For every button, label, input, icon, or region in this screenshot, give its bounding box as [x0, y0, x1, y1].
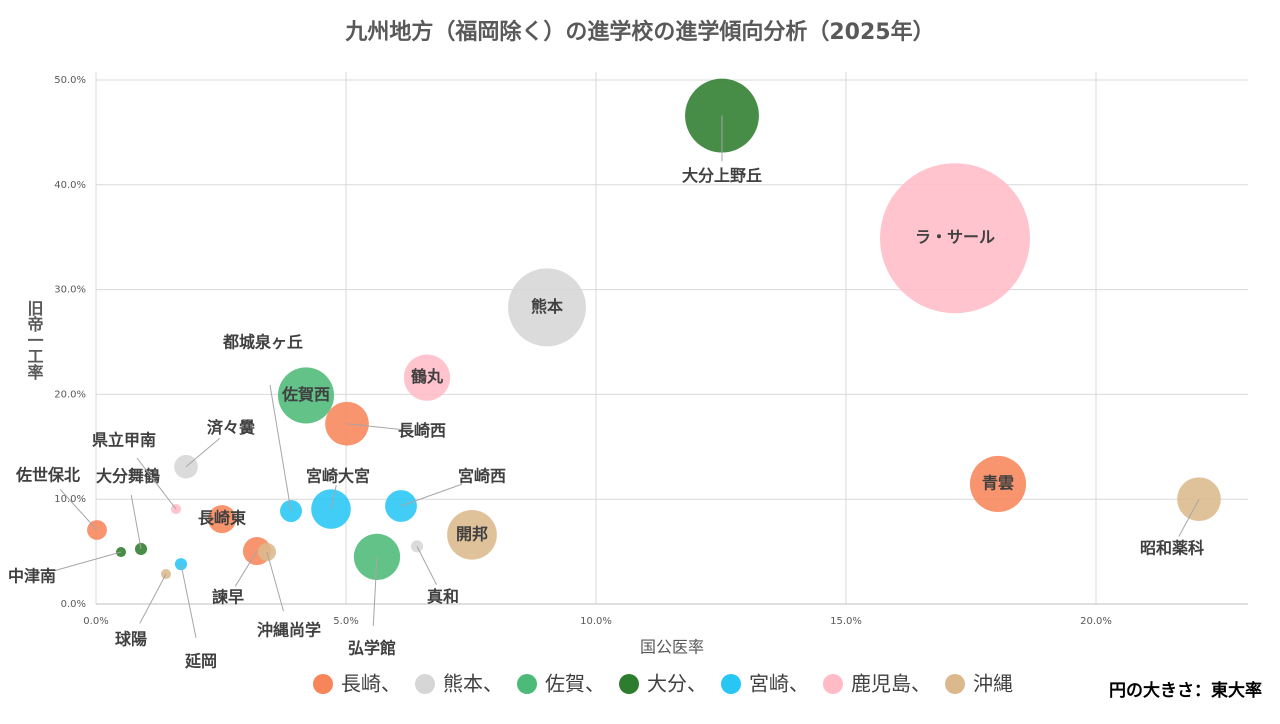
y-tick-label: 50.0% [54, 75, 86, 86]
bubble [277, 367, 335, 424]
y-tick-label: 30.0% [54, 285, 86, 296]
legend-label: 熊本、 [443, 672, 503, 696]
y-tick-label: 40.0% [54, 180, 86, 191]
data-label: 大分上野丘 [682, 166, 762, 185]
legend-swatch [823, 674, 843, 694]
data-label: 鶴丸 [411, 367, 444, 386]
data-label: 青雲 [982, 473, 1014, 492]
leader-line [330, 484, 337, 510]
data-label: 中津南 [8, 567, 56, 586]
data-label: ラ・サール [915, 228, 995, 247]
bubble [880, 163, 1030, 314]
bubble [403, 354, 451, 401]
data-label: 済々黌 [207, 418, 255, 437]
leader-line [266, 551, 284, 612]
leader-line [139, 573, 167, 624]
legend-swatch [313, 674, 333, 694]
x-tick-label: 5.0% [333, 616, 358, 627]
data-label: 都城泉ヶ丘 [222, 333, 303, 352]
bubble [353, 533, 401, 580]
legend-swatch [517, 674, 537, 694]
size-note: 円の大きさ：東大率 [1109, 680, 1262, 701]
data-label: 長崎東 [198, 509, 246, 528]
x-tick-label: 10.0% [580, 616, 612, 627]
x-tick-label: 0.0% [83, 616, 108, 627]
legend-label: 宮崎、 [749, 672, 809, 696]
x-axis-title: 国公医率 [640, 638, 704, 657]
leader-line [269, 384, 292, 512]
data-label: 球陽 [115, 630, 147, 649]
legend-label: 鹿児島、 [851, 672, 931, 696]
legend-swatch [415, 674, 435, 694]
y-tick-label: 20.0% [54, 389, 86, 400]
data-label: 長崎西 [398, 421, 446, 440]
leader-line [400, 483, 462, 507]
leader-line [1178, 498, 1200, 537]
leader-line [59, 489, 98, 531]
data-label: 沖縄尚学 [257, 621, 321, 640]
x-tick-label: 20.0% [1080, 616, 1112, 627]
data-label: 諫早 [212, 588, 244, 607]
leader-line [185, 437, 221, 468]
legend-label: 長崎、 [341, 672, 401, 696]
legend-label: 沖縄 [973, 672, 1013, 696]
data-label: 開邦 [456, 524, 488, 543]
data-label: 宮崎西 [458, 467, 506, 486]
legend-label: 大分、 [647, 672, 707, 696]
leader-line [54, 551, 122, 572]
data-label: 昭和薬科 [1140, 539, 1204, 558]
leader-line [130, 494, 142, 550]
bubble [969, 455, 1027, 513]
leader-line [372, 556, 378, 626]
data-label: 県立甲南 [92, 431, 156, 450]
leader-line [416, 546, 437, 585]
chart-title: 九州地方（福岡除く）の進学校の進学傾向分析（2025年） [344, 19, 934, 45]
legend-swatch [619, 674, 639, 694]
data-label: 佐世保北 [15, 466, 80, 485]
data-label: 大分舞鶴 [96, 466, 160, 485]
leader-line [136, 457, 177, 510]
legend-swatch [721, 674, 741, 694]
legend-swatch [945, 674, 965, 694]
data-label: 真和 [427, 587, 459, 606]
data-label: 弘学館 [348, 638, 396, 657]
bubble [508, 268, 586, 347]
y-tick-label: 0.0% [61, 599, 86, 610]
legend-label: 佐賀、 [545, 672, 605, 696]
x-tick-label: 15.0% [830, 616, 862, 627]
bubble [447, 509, 497, 560]
bubble [207, 505, 237, 534]
y-axis-title: 旧帝一工率 [25, 300, 44, 381]
leader-line [234, 550, 258, 587]
data-label: 熊本 [531, 297, 563, 316]
leader-line [180, 564, 197, 638]
data-label: 宮崎大宮 [306, 467, 370, 486]
data-label: 延岡 [184, 652, 217, 671]
leader-line [346, 423, 404, 431]
data-label: 佐賀西 [281, 385, 330, 404]
